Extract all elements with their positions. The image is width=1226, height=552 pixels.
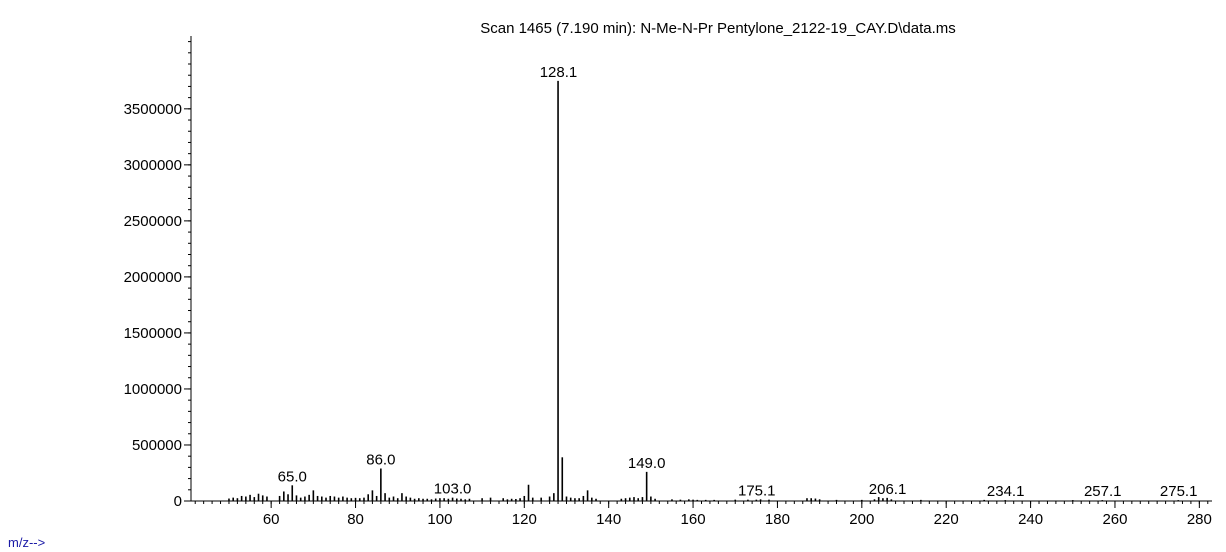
x-tick-label: 220	[934, 511, 959, 528]
spectrum-series	[228, 80, 1180, 501]
y-tick-label: 2000000	[124, 269, 182, 286]
y-tick-label: 3000000	[124, 157, 182, 174]
x-tick-label: 240	[1018, 511, 1043, 528]
x-tick-label: 140	[596, 511, 621, 528]
y-tick-label: 500000	[132, 437, 182, 454]
y-tick-label: 0	[174, 493, 182, 510]
y-tick-label: 3500000	[124, 101, 182, 118]
x-tick-label: 120	[512, 511, 537, 528]
peak-label: 206.1	[869, 481, 907, 498]
peak-label: 128.1	[540, 64, 578, 81]
x-tick-label: 180	[765, 511, 790, 528]
chart-title: Scan 1465 (7.190 min): N-Me-N-Pr Pentylo…	[480, 20, 956, 37]
y-axis-ticks: 0 500000 1000000 1500000 2000000 2500000 30000…	[124, 101, 191, 510]
peak-label: 257.1	[1084, 483, 1122, 500]
y-tick-label: 1500000	[124, 325, 182, 342]
x-axis-label: m/z-->	[8, 535, 45, 550]
peak-labels: 65.0 86.0 103.0 128.1 149.0 175.1 206.1 234.1 25…	[278, 64, 1198, 500]
y-tick-label: 2500000	[124, 213, 182, 230]
peak-label: 103.0	[434, 481, 472, 498]
peak-label: 65.0	[278, 468, 307, 485]
x-tick-label: 200	[849, 511, 874, 528]
x-axis-ticks: 60 80 100 120 140 160 180 200 220 240 260 280	[263, 501, 1212, 528]
x-tick-label: 80	[347, 511, 364, 528]
peak-label: 275.1	[1160, 483, 1198, 500]
peak-label: 175.1	[738, 483, 776, 500]
x-tick-label: 100	[427, 511, 452, 528]
x-tick-label: 60	[263, 511, 280, 528]
x-tick-label: 260	[1102, 511, 1127, 528]
x-tick-label: 160	[681, 511, 706, 528]
x-tick-label: 280	[1187, 511, 1212, 528]
peak-label: 149.0	[628, 455, 666, 472]
peak-label: 86.0	[366, 452, 395, 469]
y-tick-label: 1000000	[124, 381, 182, 398]
peak-label: 234.1	[987, 483, 1025, 500]
